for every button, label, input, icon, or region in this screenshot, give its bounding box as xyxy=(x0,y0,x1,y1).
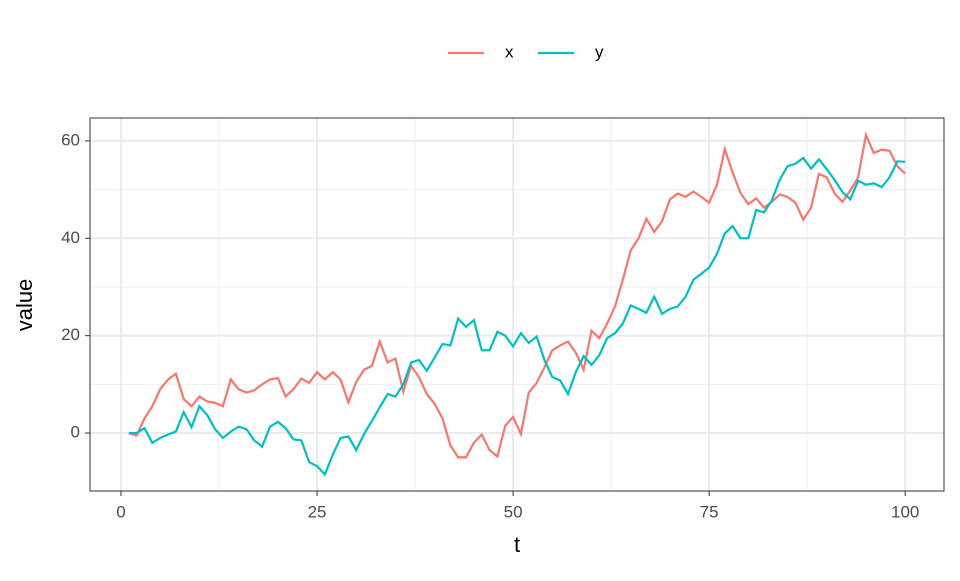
x-tick-label: 25 xyxy=(308,502,327,521)
series-line xyxy=(128,131,906,459)
y-axis-title: value xyxy=(12,279,37,332)
y-tick-label: 20 xyxy=(61,325,80,344)
x-tick-label: 50 xyxy=(504,502,523,521)
y-tick-label: 40 xyxy=(61,228,80,247)
legend-label: x xyxy=(505,42,514,61)
y-tick-label: 60 xyxy=(61,130,80,149)
x-tick-label: 100 xyxy=(891,502,919,521)
x-tick-label: 0 xyxy=(116,502,125,521)
x-tick-label: 75 xyxy=(700,502,719,521)
y-tick-label: 0 xyxy=(71,423,80,442)
legend-label: y xyxy=(595,42,604,61)
series-line xyxy=(128,156,906,477)
panel-border xyxy=(89,117,945,492)
x-axis-title: t xyxy=(514,532,520,557)
